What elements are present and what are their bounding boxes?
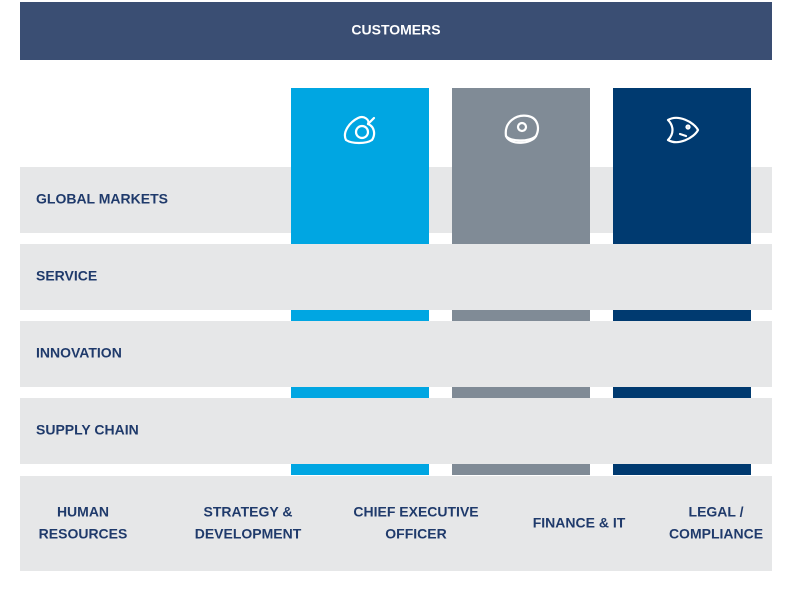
function-label: RESOURCES [39, 526, 128, 542]
row-band [20, 398, 772, 464]
functions-bar [20, 476, 772, 571]
function-label: OFFICER [385, 526, 446, 542]
functions: HUMAN RESOURCES STRATEGY & DEVELOPMENT CHIEF… [39, 504, 763, 542]
function-label: STRATEGY & [204, 504, 293, 520]
column-strip [452, 310, 590, 321]
row-label: INNOVATION [36, 345, 122, 361]
chicken-icon [343, 116, 376, 145]
function-label: FINANCE & IT [533, 515, 626, 531]
function-label: HUMAN [57, 504, 109, 520]
column-strip [613, 310, 751, 321]
row-band [20, 244, 772, 310]
header-title: CUSTOMERS [351, 22, 440, 38]
column-strip [613, 464, 751, 475]
column-block [291, 88, 429, 243]
header-bar [20, 2, 772, 60]
columns [291, 88, 751, 475]
column-strip [613, 233, 751, 244]
row-label: SUPPLY CHAIN [36, 422, 139, 438]
column-block [452, 88, 590, 243]
column-block [613, 88, 751, 243]
function-label: CHIEF EXECUTIVE [353, 504, 478, 520]
row-band [20, 321, 772, 387]
row-label: GLOBAL MARKETS [36, 191, 168, 207]
column-strip [291, 310, 429, 321]
meat-icon [504, 114, 539, 144]
column-strip [452, 233, 590, 244]
fish-icon [666, 116, 700, 144]
column-strip [291, 464, 429, 475]
function-label: DEVELOPMENT [195, 526, 302, 542]
column-strip [452, 387, 590, 398]
column-strip [452, 464, 590, 475]
column-strip [291, 233, 429, 244]
row-label: SERVICE [36, 268, 97, 284]
function-label: COMPLIANCE [669, 526, 763, 542]
function-label: LEGAL / [689, 504, 744, 520]
column-strip [291, 387, 429, 398]
column-strip [613, 387, 751, 398]
